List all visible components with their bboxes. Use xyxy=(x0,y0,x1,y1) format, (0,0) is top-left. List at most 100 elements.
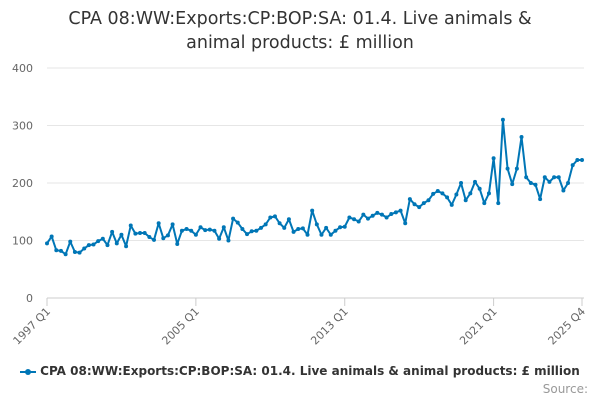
data-point[interactable] xyxy=(412,202,417,207)
data-point[interactable] xyxy=(570,163,575,168)
data-point[interactable] xyxy=(463,198,468,203)
data-point[interactable] xyxy=(496,201,501,206)
data-point[interactable] xyxy=(528,181,533,185)
data-point[interactable] xyxy=(156,221,161,226)
data-point[interactable] xyxy=(361,212,366,217)
data-point[interactable] xyxy=(379,212,384,217)
data-point[interactable] xyxy=(184,227,189,231)
data-point[interactable] xyxy=(477,186,482,191)
data-point[interactable] xyxy=(147,235,152,240)
data-point[interactable] xyxy=(249,229,254,234)
data-point[interactable] xyxy=(370,213,375,218)
data-point[interactable] xyxy=(245,232,250,237)
data-point[interactable] xyxy=(68,239,73,244)
data-point[interactable] xyxy=(226,238,231,243)
data-point[interactable] xyxy=(393,210,398,215)
data-point[interactable] xyxy=(519,135,524,139)
data-point[interactable] xyxy=(473,179,477,184)
data-point[interactable] xyxy=(54,248,59,253)
data-point[interactable] xyxy=(305,232,310,237)
data-point[interactable] xyxy=(179,228,184,233)
data-point[interactable] xyxy=(533,182,538,187)
data-point[interactable] xyxy=(272,214,277,219)
data-point[interactable] xyxy=(319,232,324,237)
data-point[interactable] xyxy=(580,158,584,162)
data-point[interactable] xyxy=(510,182,515,187)
data-point[interactable] xyxy=(328,232,333,237)
data-point[interactable] xyxy=(221,225,226,230)
data-point[interactable] xyxy=(454,192,459,197)
data-point[interactable] xyxy=(482,201,487,206)
data-point[interactable] xyxy=(235,220,240,225)
data-point[interactable] xyxy=(86,243,91,248)
data-point[interactable] xyxy=(561,188,566,193)
data-point[interactable] xyxy=(128,223,133,228)
data-point[interactable] xyxy=(300,226,305,231)
data-point[interactable] xyxy=(91,242,96,247)
data-point[interactable] xyxy=(347,215,352,220)
data-point[interactable] xyxy=(72,250,77,254)
data-point[interactable] xyxy=(105,243,110,248)
data-point[interactable] xyxy=(440,191,445,196)
data-point[interactable] xyxy=(505,166,510,171)
data-point[interactable] xyxy=(58,248,63,253)
data-point[interactable] xyxy=(403,221,408,226)
data-point[interactable] xyxy=(82,246,87,251)
data-point[interactable] xyxy=(356,219,361,224)
data-point[interactable] xyxy=(282,225,287,230)
data-point[interactable] xyxy=(207,227,212,232)
data-point[interactable] xyxy=(203,228,208,233)
data-point[interactable] xyxy=(575,158,580,162)
data-point[interactable] xyxy=(175,241,180,246)
data-point[interactable] xyxy=(352,217,357,222)
data-point[interactable] xyxy=(193,232,198,237)
data-point[interactable] xyxy=(384,215,389,220)
legend[interactable]: CPA 08:WW:Exports:CP:BOP:SA: 01.4. Live … xyxy=(0,364,600,378)
data-point[interactable] xyxy=(291,229,296,234)
data-point[interactable] xyxy=(63,252,68,257)
data-point[interactable] xyxy=(431,191,436,196)
data-point[interactable] xyxy=(240,227,245,231)
data-point[interactable] xyxy=(342,224,347,229)
data-point[interactable] xyxy=(110,229,115,234)
data-point[interactable] xyxy=(514,166,519,171)
data-point[interactable] xyxy=(77,250,82,255)
data-point[interactable] xyxy=(138,231,143,236)
data-point[interactable] xyxy=(217,236,222,241)
data-point[interactable] xyxy=(547,179,552,184)
data-point[interactable] xyxy=(407,197,412,202)
data-point[interactable] xyxy=(552,175,557,180)
data-point[interactable] xyxy=(259,225,263,230)
data-point[interactable] xyxy=(389,212,394,217)
data-point[interactable] xyxy=(398,208,403,213)
data-point[interactable] xyxy=(100,236,105,241)
data-point[interactable] xyxy=(449,202,454,207)
data-point[interactable] xyxy=(542,175,547,180)
data-point[interactable] xyxy=(165,233,170,238)
data-point[interactable] xyxy=(375,210,380,215)
data-point[interactable] xyxy=(500,117,505,122)
data-point[interactable] xyxy=(417,205,422,210)
data-point[interactable] xyxy=(268,215,273,220)
data-point[interactable] xyxy=(96,239,101,244)
data-point[interactable] xyxy=(556,175,561,180)
data-point[interactable] xyxy=(468,191,473,196)
data-point[interactable] xyxy=(445,195,450,200)
data-point[interactable] xyxy=(524,175,529,180)
data-point[interactable] xyxy=(152,237,156,242)
data-point[interactable] xyxy=(486,191,491,196)
data-point[interactable] xyxy=(333,228,338,233)
data-point[interactable] xyxy=(314,222,319,227)
data-point[interactable] xyxy=(189,228,194,233)
data-point[interactable] xyxy=(421,201,426,206)
data-point[interactable] xyxy=(277,221,282,226)
data-point[interactable] xyxy=(231,216,236,221)
data-point[interactable] xyxy=(324,225,329,230)
data-point[interactable] xyxy=(49,234,54,239)
data-point[interactable] xyxy=(310,208,315,213)
data-point[interactable] xyxy=(170,222,175,227)
data-point[interactable] xyxy=(286,217,291,222)
data-point[interactable] xyxy=(263,222,268,227)
data-point[interactable] xyxy=(296,227,301,231)
data-point[interactable] xyxy=(198,225,203,230)
